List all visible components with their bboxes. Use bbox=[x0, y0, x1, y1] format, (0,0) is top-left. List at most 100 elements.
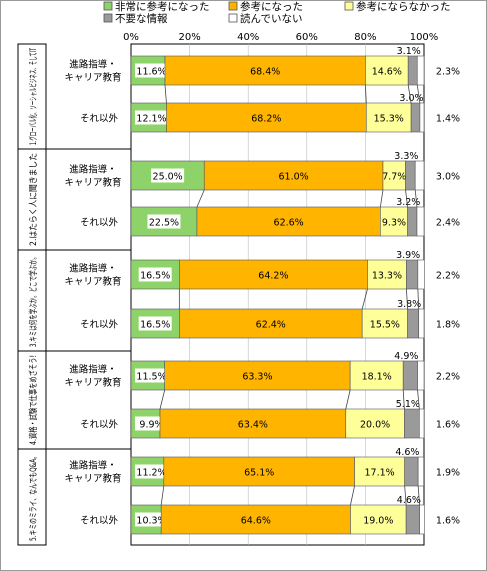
data-label: 16.5% bbox=[140, 271, 170, 282]
x-tick-label: 40% bbox=[237, 32, 259, 43]
series-connector-line bbox=[417, 389, 420, 410]
x-tick-label: 60% bbox=[296, 32, 318, 43]
data-label: 7.7% bbox=[382, 172, 406, 183]
bar-segment-not_useful bbox=[380, 206, 408, 237]
plot-area bbox=[130, 43, 425, 546]
bar-segment-not_read bbox=[416, 206, 425, 237]
data-label: 1.6% bbox=[436, 516, 460, 527]
bar-segment-not_useful bbox=[365, 102, 412, 133]
data-label-bg bbox=[135, 368, 168, 383]
bar-segment-useful bbox=[163, 456, 355, 487]
row-category-label: キャリア教育 bbox=[64, 72, 121, 84]
legend-label-3: 参考にならなかった bbox=[356, 0, 451, 13]
series-connector-line bbox=[406, 288, 408, 310]
data-label-bg bbox=[138, 316, 172, 331]
data-label: 3.9% bbox=[396, 250, 420, 261]
row-category-label: 進路指導・ bbox=[69, 263, 117, 275]
bar-segment-unnecessary bbox=[404, 456, 419, 487]
bar-segment-useful bbox=[164, 55, 366, 86]
bar-segment-unnecessary bbox=[405, 504, 420, 535]
data-label: 64.6% bbox=[241, 516, 271, 527]
data-label-bg bbox=[135, 63, 168, 78]
series-connector-line bbox=[402, 389, 405, 410]
row-category-label: それ以外 bbox=[80, 113, 119, 125]
data-label: 62.6% bbox=[274, 218, 304, 229]
bar-segment-unnecessary bbox=[410, 102, 421, 133]
group-title-panel bbox=[17, 43, 47, 546]
bar-segment-unnecessary bbox=[407, 55, 418, 86]
bar-segment-not_useful bbox=[365, 55, 409, 86]
data-label: 9.9% bbox=[139, 420, 163, 431]
legend-swatch-3 bbox=[344, 1, 354, 11]
data-label: 1.9% bbox=[436, 468, 460, 479]
bar-segment-not_read bbox=[418, 308, 425, 339]
data-label: 3.8% bbox=[397, 299, 421, 310]
bar-segment-not_useful bbox=[367, 259, 407, 290]
data-label: 20.0% bbox=[360, 420, 390, 431]
data-label: 16.5% bbox=[140, 320, 170, 331]
row-category-label: 進路指導・ bbox=[69, 59, 117, 71]
data-label-bg bbox=[138, 267, 172, 282]
series-connector-line bbox=[361, 288, 368, 310]
data-label: 1.6% bbox=[436, 420, 460, 431]
data-label: 1.8% bbox=[436, 320, 460, 331]
data-label: 3.3% bbox=[394, 151, 418, 162]
row-category-label: それ以外 bbox=[80, 419, 119, 431]
data-label: 4.9% bbox=[394, 351, 418, 362]
bar-segment-not_read bbox=[419, 504, 425, 535]
data-label: 18.1% bbox=[362, 372, 392, 383]
series-connector-line bbox=[160, 485, 165, 506]
data-label: 63.3% bbox=[242, 372, 272, 383]
series-connector-line bbox=[407, 84, 412, 104]
data-label: 64.2% bbox=[258, 271, 288, 282]
data-label-bg bbox=[135, 464, 168, 479]
data-label: 3.1% bbox=[397, 46, 421, 57]
bar-segment-useful bbox=[164, 360, 351, 391]
row-category-label: それ以外 bbox=[80, 515, 119, 527]
row-category-label: 進路指導・ bbox=[69, 460, 117, 472]
legend-label-5: 読んでいない bbox=[240, 12, 302, 25]
series-connector-line bbox=[379, 189, 384, 208]
data-label: 2.2% bbox=[436, 372, 460, 383]
series-connector-line bbox=[416, 84, 421, 104]
data-label: 4.6% bbox=[397, 495, 421, 506]
x-tick-label: 80% bbox=[354, 32, 376, 43]
legend-swatch-4 bbox=[103, 13, 113, 23]
data-label: 22.5% bbox=[149, 218, 179, 229]
data-label: 1.4% bbox=[436, 114, 460, 125]
bar-segment-not_read bbox=[419, 102, 425, 133]
legend-label-1: 非常に参考になった bbox=[115, 0, 210, 13]
series-connector-line bbox=[405, 189, 408, 208]
bar-segment-not_read bbox=[414, 160, 425, 191]
data-label: 11.2% bbox=[136, 468, 166, 479]
series-connector-line bbox=[417, 485, 421, 506]
row-category-label: キャリア教育 bbox=[64, 473, 121, 485]
data-label: 12.1% bbox=[136, 114, 166, 125]
data-label: 4.6% bbox=[395, 447, 419, 458]
row-category-label: 進路指導・ bbox=[69, 364, 117, 376]
row-category-label: それ以外 bbox=[80, 319, 119, 331]
series-connector-line bbox=[159, 389, 166, 410]
data-label: 61.0% bbox=[279, 172, 309, 183]
bar-segment-unnecessary bbox=[407, 206, 418, 237]
data-label-bg bbox=[135, 110, 168, 125]
bar-segment-not_useful bbox=[345, 408, 405, 439]
bar-segment-unnecessary bbox=[405, 160, 416, 191]
series-connector-line bbox=[345, 389, 351, 410]
data-label: 5.1% bbox=[396, 399, 420, 410]
data-label: 15.5% bbox=[370, 320, 400, 331]
data-label: 3.2% bbox=[396, 197, 420, 208]
legend-swatch-1 bbox=[103, 1, 113, 11]
bar-segment-useful bbox=[196, 206, 381, 237]
data-label-bg bbox=[147, 214, 181, 229]
bar-segment-unnecessary bbox=[404, 408, 420, 439]
data-label: 3.0% bbox=[399, 93, 423, 104]
series-connector-line bbox=[417, 288, 420, 310]
data-label: 10.3% bbox=[136, 516, 166, 527]
bar-segment-useful bbox=[179, 308, 363, 339]
data-label: 19.0% bbox=[363, 516, 393, 527]
x-tick-label: 100% bbox=[410, 32, 439, 43]
group-title-5: 5.キミのミライ、なんでもQ&A。 bbox=[29, 453, 39, 541]
row-category-label: 進路指導・ bbox=[69, 164, 117, 176]
